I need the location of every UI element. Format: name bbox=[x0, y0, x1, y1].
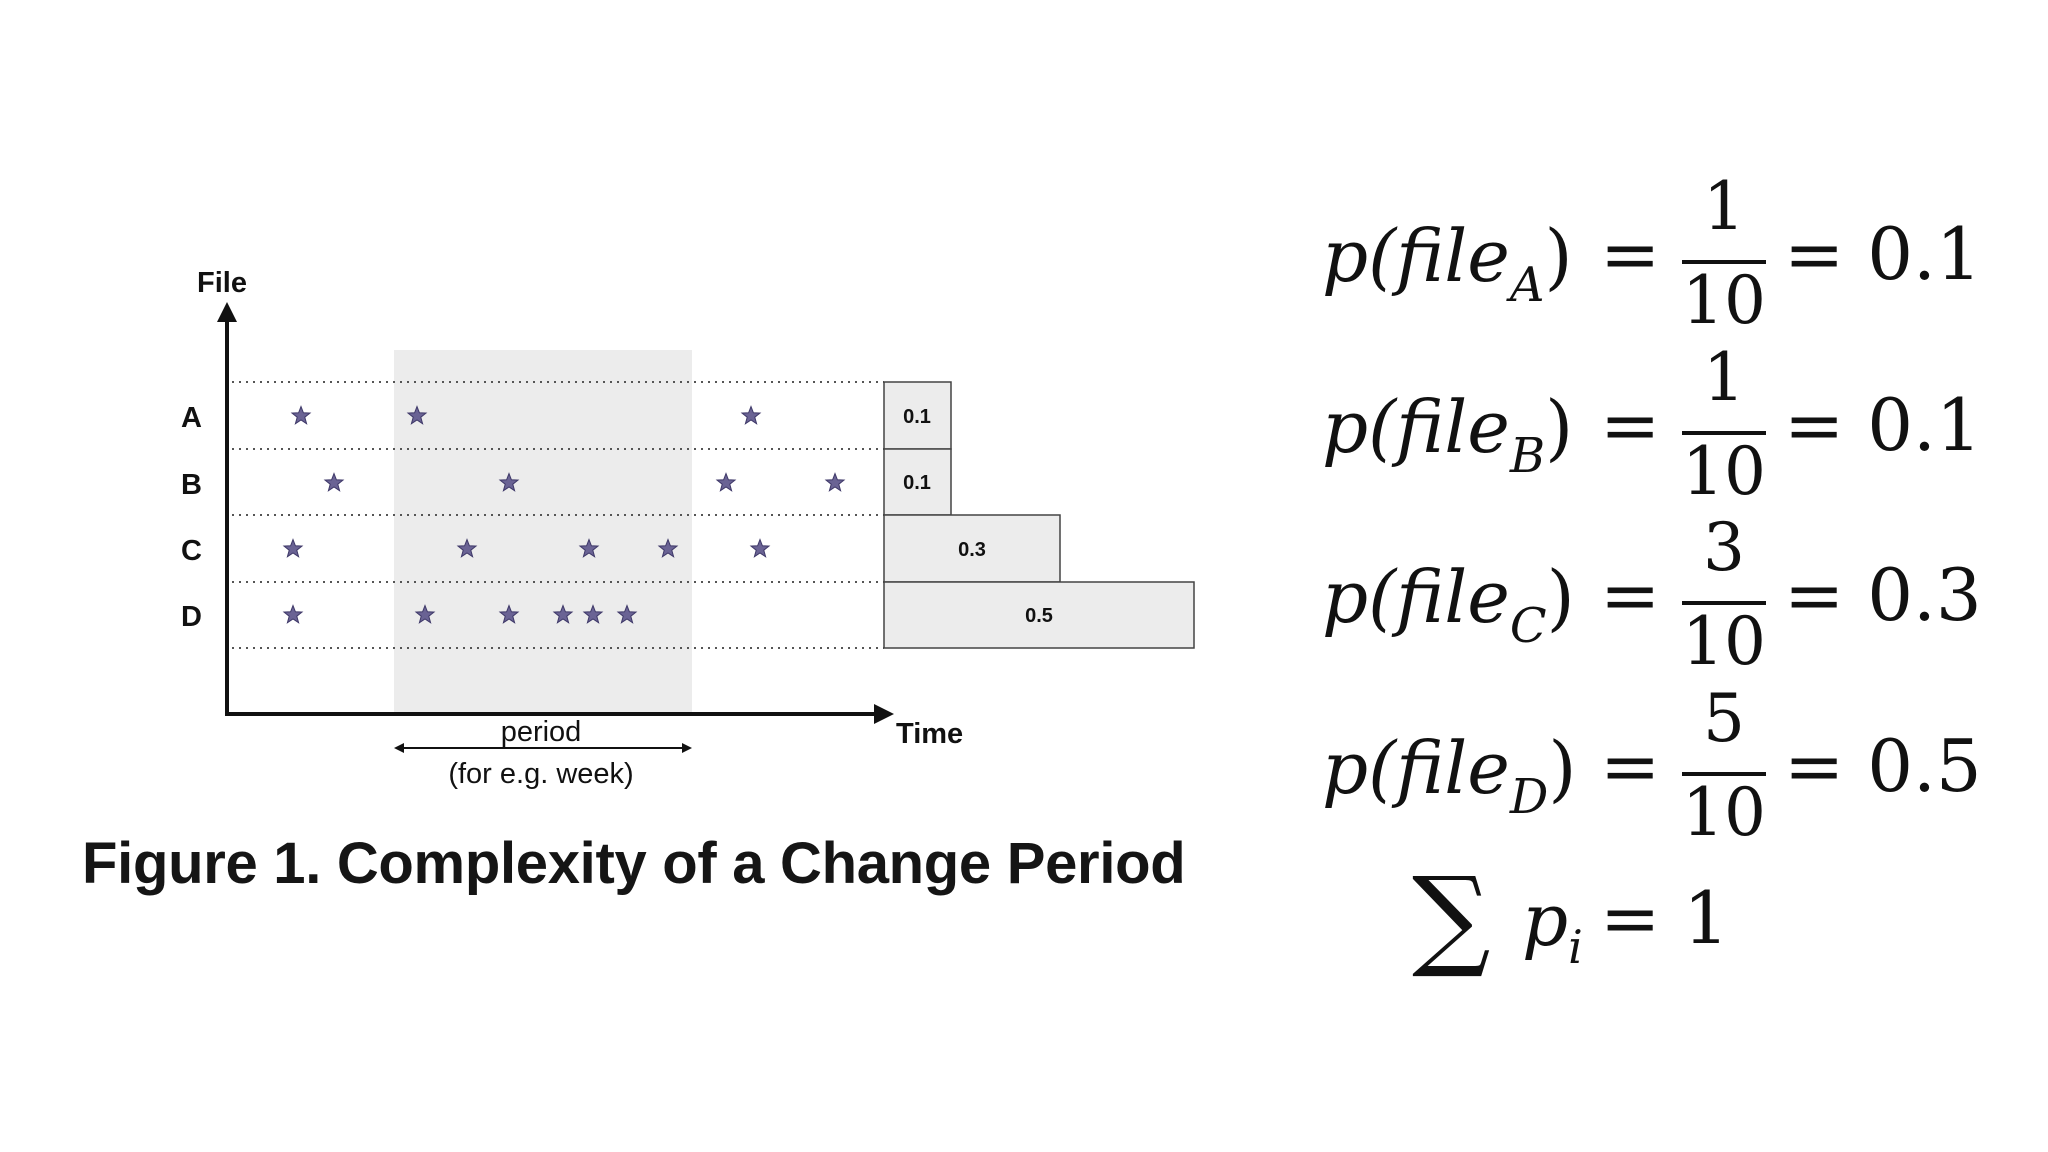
star-icon bbox=[282, 604, 304, 624]
sum-equation: ∑ pi = 1 bbox=[1412, 862, 1812, 982]
equation-file-c: p(fileC) = 3 10 = 0.3 bbox=[1322, 515, 2022, 685]
box-c-value: 0.3 bbox=[958, 539, 986, 561]
star-icon bbox=[749, 538, 771, 558]
star-icon bbox=[578, 538, 600, 558]
equals-sign: = bbox=[1600, 553, 1661, 637]
equals-sign: = bbox=[1600, 212, 1661, 296]
period-arrow-left bbox=[394, 743, 404, 753]
equals-sign: = bbox=[1600, 383, 1661, 467]
star-icon bbox=[282, 538, 304, 558]
equation-lhs: p(fileB) bbox=[1322, 385, 1574, 484]
period-sublabel: (for e.g. week) bbox=[448, 758, 633, 790]
star-icon bbox=[616, 604, 638, 624]
star-icon bbox=[498, 472, 520, 492]
figure-caption: Figure 1. Complexity of a Change Period bbox=[82, 831, 1186, 896]
sum-term: pi bbox=[1522, 878, 1583, 974]
equation-result: = 0.1 bbox=[1784, 212, 1982, 296]
star-icon bbox=[498, 604, 520, 624]
star-icon bbox=[715, 472, 737, 492]
x-axis-label: Time bbox=[896, 718, 963, 750]
y-axis-arrow bbox=[217, 302, 237, 322]
star-icon bbox=[456, 538, 478, 558]
box-d bbox=[883, 581, 1195, 649]
fraction: 1 10 bbox=[1682, 168, 1766, 339]
row-label-d: D bbox=[181, 601, 202, 633]
box-b bbox=[883, 448, 952, 516]
sigma-symbol: ∑ bbox=[1412, 853, 1491, 981]
equation-lhs: p(fileA) bbox=[1322, 214, 1573, 313]
box-c bbox=[883, 514, 1061, 583]
row-label-a: A bbox=[181, 402, 202, 434]
equation-file-a: p(fileA) = 1 10 = 0.1 bbox=[1322, 174, 2022, 344]
fraction: 5 10 bbox=[1682, 680, 1766, 851]
period-arrow-right bbox=[682, 743, 692, 753]
star-icon bbox=[657, 538, 679, 558]
star-icon bbox=[414, 604, 436, 624]
equation-result: = 0.1 bbox=[1784, 383, 1982, 467]
star-icon bbox=[552, 604, 574, 624]
row-label-c: C bbox=[181, 535, 202, 567]
period-label: period bbox=[501, 716, 582, 748]
equation-file-d: p(fileD) = 5 10 = 0.5 bbox=[1322, 686, 2022, 856]
sum-result: = 1 bbox=[1600, 876, 1730, 960]
row-label-b: B bbox=[181, 469, 202, 501]
box-a-value: 0.1 bbox=[903, 406, 931, 428]
equation-file-b: p(fileB) = 1 10 = 0.1 bbox=[1322, 345, 2022, 515]
star-icon bbox=[740, 405, 762, 425]
star-icon bbox=[824, 472, 846, 492]
equation-lhs: p(fileC) bbox=[1322, 555, 1575, 654]
change-stars bbox=[282, 405, 846, 624]
star-icon bbox=[323, 472, 345, 492]
fraction: 1 10 bbox=[1682, 339, 1766, 510]
fraction: 3 10 bbox=[1682, 509, 1766, 680]
equals-sign: = bbox=[1600, 724, 1661, 808]
box-b-value: 0.1 bbox=[903, 472, 931, 494]
change-period-diagram: File Time A B C D 0.1 0.1 0.3 0.5 period… bbox=[181, 267, 1195, 790]
star-icon bbox=[290, 405, 312, 425]
equation-result: = 0.3 bbox=[1784, 553, 1982, 637]
equation-lhs: p(fileD) bbox=[1322, 726, 1577, 825]
y-axis-label: File bbox=[197, 267, 247, 299]
x-axis-arrow bbox=[874, 704, 894, 724]
period-shade bbox=[394, 350, 692, 714]
equation-result: = 0.5 bbox=[1784, 724, 1982, 808]
star-icon bbox=[406, 405, 428, 425]
box-a bbox=[883, 381, 952, 450]
box-d-value: 0.5 bbox=[1025, 605, 1053, 627]
star-icon bbox=[582, 604, 604, 624]
